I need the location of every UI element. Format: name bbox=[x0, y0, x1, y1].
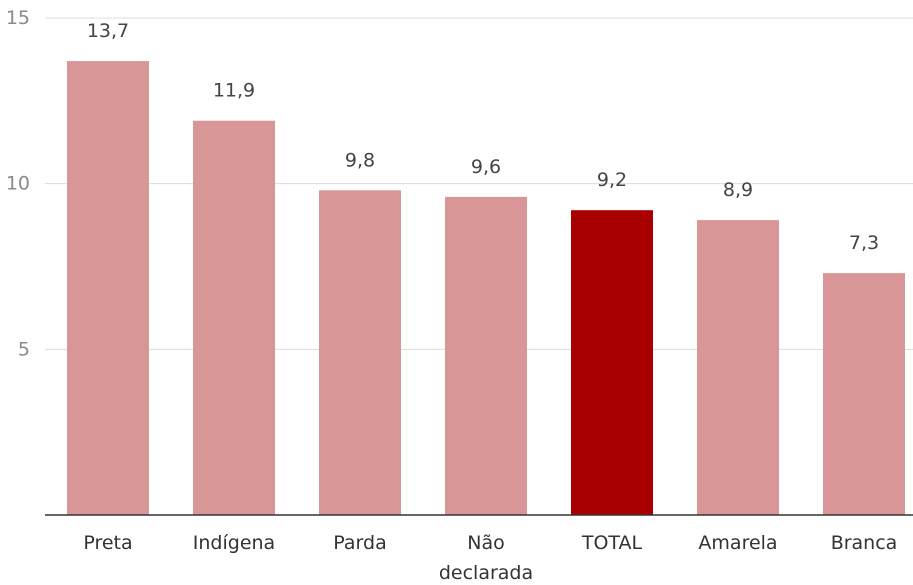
x-tick-label: Não bbox=[467, 532, 504, 554]
axis-layer: 5 10 15 Preta Indígena Parda Não declarada TOTAL… bbox=[6, 7, 913, 584]
data-label: 9,6 bbox=[471, 156, 501, 178]
bar-amarela bbox=[697, 220, 779, 515]
x-tick-label: Parda bbox=[333, 532, 386, 554]
data-label: 13,7 bbox=[87, 20, 129, 42]
data-label: 9,8 bbox=[345, 149, 375, 171]
x-tick-label: Amarela bbox=[698, 532, 777, 554]
x-tick-label: Branca bbox=[831, 532, 898, 554]
x-tick-label: Preta bbox=[83, 532, 132, 554]
bar-branca bbox=[823, 273, 905, 515]
y-tick-label: 10 bbox=[6, 173, 30, 195]
data-labels-layer: 13,7 11,9 9,8 9,6 9,2 8,9 7,3 bbox=[87, 20, 879, 254]
bar-parda bbox=[319, 190, 401, 515]
data-label: 7,3 bbox=[849, 232, 879, 254]
bars-layer bbox=[67, 61, 905, 516]
data-label: 8,9 bbox=[723, 179, 753, 201]
bar-total bbox=[571, 210, 653, 515]
y-tick-label: 5 bbox=[18, 338, 30, 360]
data-label: 11,9 bbox=[213, 80, 255, 102]
bar-preta bbox=[67, 61, 149, 515]
bar-indgena bbox=[193, 120, 275, 516]
bar-no-declarada bbox=[445, 196, 527, 516]
x-tick-label: declarada bbox=[439, 562, 533, 584]
y-tick-label: 15 bbox=[6, 7, 30, 29]
x-tick-label: TOTAL bbox=[581, 532, 643, 554]
x-tick-label: Indígena bbox=[193, 532, 275, 554]
data-label: 9,2 bbox=[597, 169, 627, 191]
